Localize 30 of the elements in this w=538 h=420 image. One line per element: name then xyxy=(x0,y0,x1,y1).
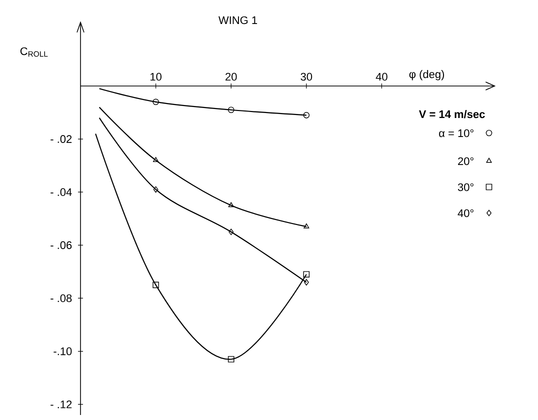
chart-title: WING 1 xyxy=(218,16,258,24)
y-tick-label: - .12 xyxy=(50,400,72,408)
legend-title: V = 14 m/sec xyxy=(418,110,485,118)
point xyxy=(153,157,159,162)
point xyxy=(153,186,158,193)
x-axis-title: φ (deg) xyxy=(409,70,444,80)
point xyxy=(228,106,234,114)
point xyxy=(303,271,310,278)
x-tick-label: 30 xyxy=(300,72,312,81)
x-tick-label: 40 xyxy=(376,72,388,81)
y-tick-label: - .02 xyxy=(50,135,72,143)
legend-label: 40° xyxy=(458,209,474,218)
point xyxy=(304,223,310,228)
x-tick-label: 20 xyxy=(226,72,237,81)
legend-label: 20° xyxy=(458,157,474,166)
point xyxy=(228,202,234,208)
y-tick-label: - .08 xyxy=(50,294,72,302)
point xyxy=(303,112,310,118)
y-tick-label: - .04 xyxy=(50,188,72,196)
point xyxy=(152,98,159,106)
y-tick-label: -.10 xyxy=(54,347,72,356)
y-axis-title: C$_{ROLL}$ xyxy=(20,47,48,57)
legend-label: 30° xyxy=(458,183,474,192)
point xyxy=(152,282,159,288)
y-tick-label: - .06 xyxy=(50,241,72,250)
point xyxy=(228,356,234,362)
legend-label: α = 10° xyxy=(439,129,474,138)
point xyxy=(228,228,234,236)
point xyxy=(304,279,309,286)
x-tick-label: 10 xyxy=(150,72,162,81)
